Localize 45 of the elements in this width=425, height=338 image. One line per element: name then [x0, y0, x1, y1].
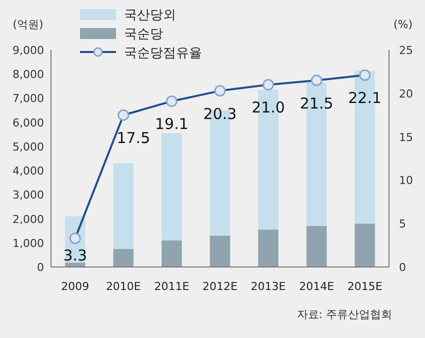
x-tick-label: 2009: [61, 280, 90, 293]
x-tick-label: 2015E: [347, 280, 382, 293]
bar: [306, 226, 327, 267]
data-label: 21.5: [300, 94, 334, 112]
bar: [113, 163, 134, 249]
y-tick-label: 4,000: [12, 164, 44, 178]
bar: [210, 236, 230, 267]
y-tick-label: 3,000: [12, 188, 44, 202]
y2-tick-label: 10: [399, 174, 413, 188]
text: 자료: 주류산업협회: [296, 308, 392, 321]
bar: [162, 133, 182, 240]
legend-label: 국순당점유율: [124, 46, 202, 61]
y-axis-title: (억원): [12, 18, 44, 31]
legend-label: 국산당외: [124, 8, 176, 23]
data-label: 20.3: [203, 104, 237, 123]
bar: [113, 248, 134, 267]
legend-label: 국순당: [124, 27, 163, 42]
y2-tick-label: 25: [399, 44, 413, 57]
x-tick-label: 2013E: [250, 280, 286, 293]
y2-tick-label: 0: [399, 261, 406, 274]
data-label: 21.0: [252, 98, 285, 117]
y2-tick-label: 5: [399, 218, 406, 231]
x-tick-label: 2014E: [299, 280, 334, 293]
bar: [65, 262, 86, 267]
y2-axis-title: (%): [393, 18, 413, 31]
y-tick-label: 8,000: [12, 68, 44, 82]
data-label: 22.1: [348, 89, 382, 108]
data-label: 19.1: [155, 115, 188, 134]
x-tick-label: 2011E: [154, 280, 190, 293]
y-tick-label: 2,000: [12, 212, 44, 226]
bar: [354, 224, 375, 267]
y-tick-label: 1,000: [12, 236, 44, 250]
data-label: 3.3: [63, 246, 88, 264]
y2-tick-label: 15: [399, 130, 413, 144]
x-tick-label: 2010E: [106, 280, 141, 293]
y-tick-label: 6,000: [12, 116, 44, 130]
y-tick-label: 5,000: [12, 140, 44, 154]
x-tick-label: 2012E: [202, 280, 238, 293]
bar: [258, 230, 278, 267]
y-tick-label: 0: [37, 261, 44, 274]
y-tick-label: 9,000: [12, 44, 44, 57]
data-label: 17.5: [116, 129, 150, 148]
bar: [162, 240, 182, 267]
y2-tick-label: 20: [399, 87, 413, 100]
y-tick-label: 7,000: [12, 92, 44, 106]
